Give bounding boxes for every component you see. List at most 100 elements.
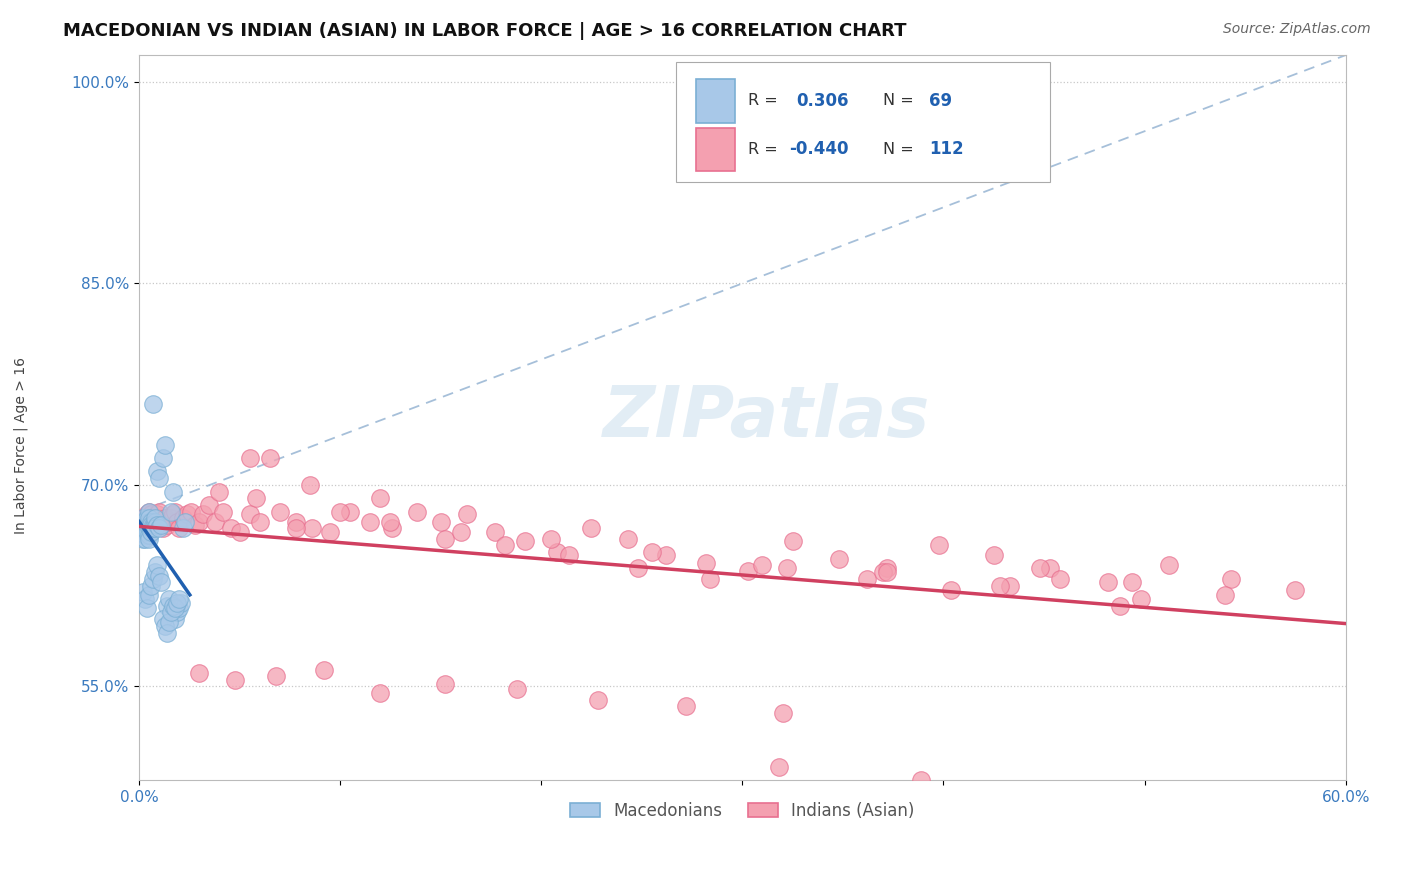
Point <box>775 561 797 575</box>
Point <box>319 524 342 539</box>
Bar <box>696 128 735 171</box>
Text: R =: R = <box>748 142 783 157</box>
Text: ZIPatlas: ZIPatlas <box>603 384 931 452</box>
Point <box>139 508 162 522</box>
Point <box>368 491 391 506</box>
Text: 69: 69 <box>929 92 952 110</box>
Point <box>143 516 166 530</box>
Text: N =: N = <box>883 142 920 157</box>
Point <box>772 706 794 721</box>
Point <box>152 521 174 535</box>
Text: MACEDONIAN VS INDIAN (ASIAN) IN LABOR FORCE | AGE > 16 CORRELATION CHART: MACEDONIAN VS INDIAN (ASIAN) IN LABOR FO… <box>63 22 907 40</box>
Point <box>157 615 180 629</box>
Point <box>148 505 170 519</box>
Point <box>167 592 190 607</box>
Point <box>146 558 169 573</box>
Point <box>312 663 335 677</box>
Point <box>142 572 165 586</box>
Point <box>132 532 155 546</box>
Point <box>136 601 159 615</box>
Point <box>142 521 165 535</box>
Point <box>269 505 291 519</box>
Point <box>513 534 536 549</box>
Point <box>699 572 721 586</box>
Point <box>1109 599 1132 613</box>
Point <box>184 518 207 533</box>
Point <box>146 518 169 533</box>
Point <box>546 545 568 559</box>
Point <box>146 511 169 525</box>
Point <box>998 578 1021 592</box>
Point <box>134 524 156 539</box>
Point <box>298 478 321 492</box>
Point <box>249 516 271 530</box>
Point <box>224 673 246 687</box>
Point <box>928 538 950 552</box>
Point <box>1213 588 1236 602</box>
Point <box>146 508 169 522</box>
Point <box>138 588 160 602</box>
Point <box>329 505 352 519</box>
Point <box>166 596 188 610</box>
Point <box>558 548 581 562</box>
Point <box>143 521 166 535</box>
Point <box>142 518 165 533</box>
Point <box>138 532 160 546</box>
Point <box>641 545 664 559</box>
Point <box>138 505 160 519</box>
Point <box>768 760 790 774</box>
Point <box>876 561 898 575</box>
Point <box>221 521 243 535</box>
Point <box>129 524 152 539</box>
Point <box>138 518 160 533</box>
Point <box>212 505 235 519</box>
Point <box>153 437 176 451</box>
Point <box>150 574 173 589</box>
Point <box>941 582 963 597</box>
Point <box>148 521 170 535</box>
Point <box>193 508 215 522</box>
Point <box>134 592 156 607</box>
Point <box>910 773 932 788</box>
Point <box>228 524 250 539</box>
Point <box>188 516 211 530</box>
Point <box>132 511 155 525</box>
Point <box>157 516 180 530</box>
Point <box>156 518 179 533</box>
Point <box>405 505 427 519</box>
Point <box>586 692 609 706</box>
Point <box>655 548 678 562</box>
Point <box>162 508 184 522</box>
Point <box>146 465 169 479</box>
Point <box>167 601 190 615</box>
Text: In Labor Force | Age > 16: In Labor Force | Age > 16 <box>14 358 28 534</box>
Point <box>433 532 456 546</box>
Point <box>172 511 194 525</box>
Point <box>264 668 287 682</box>
Point <box>152 612 174 626</box>
Point <box>359 516 381 530</box>
Point <box>174 516 197 530</box>
Point <box>172 521 194 535</box>
Point <box>165 612 187 626</box>
Point <box>1284 582 1306 597</box>
Point <box>368 686 391 700</box>
Point <box>581 521 603 535</box>
Point <box>157 592 180 607</box>
Point <box>138 527 160 541</box>
Point <box>139 516 162 530</box>
Point <box>988 578 1011 592</box>
Point <box>165 601 187 615</box>
Point <box>148 471 170 485</box>
Point <box>132 521 155 535</box>
Point <box>433 676 456 690</box>
Point <box>429 516 451 530</box>
Point <box>150 516 173 530</box>
Point <box>167 521 190 535</box>
Point <box>188 665 211 680</box>
Point <box>284 516 307 530</box>
Point <box>782 534 804 549</box>
Point <box>138 521 160 535</box>
Point <box>136 516 159 530</box>
Point <box>259 450 281 465</box>
